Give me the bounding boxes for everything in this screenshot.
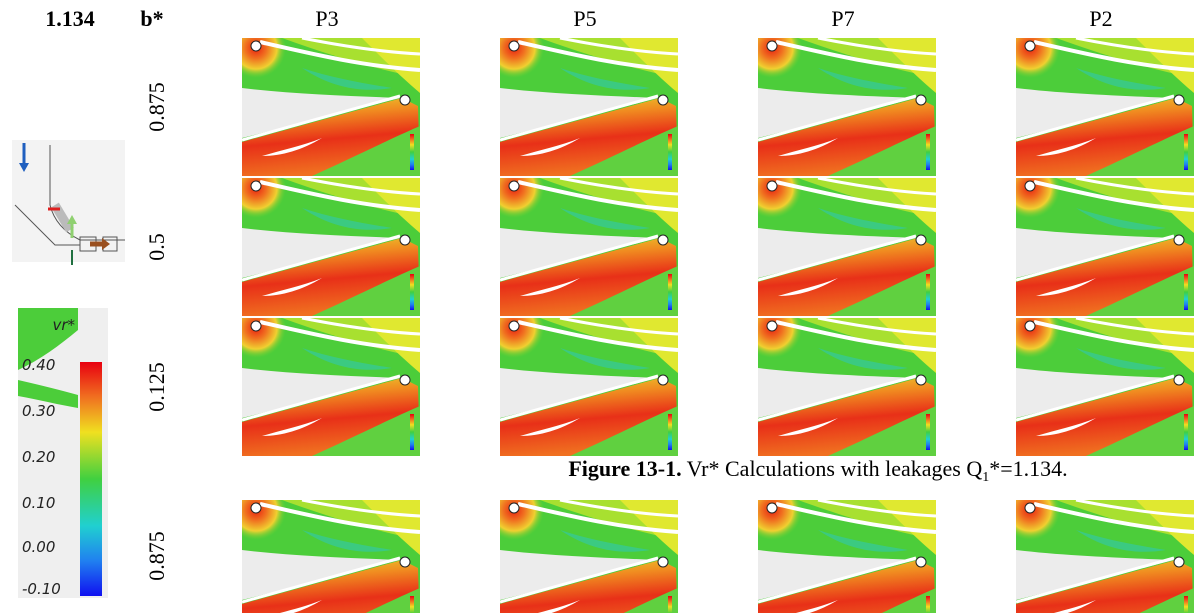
contour-image	[742, 18, 936, 176]
contour-panel	[226, 480, 420, 613]
contour-panel	[742, 480, 936, 613]
schematic	[12, 140, 125, 265]
contour-panel	[484, 18, 678, 176]
contour-panel	[1000, 18, 1194, 176]
contour-panel	[226, 158, 420, 316]
contour-panel	[484, 480, 678, 613]
caption-text: Vr* Calculations with leakages Q	[687, 456, 983, 481]
contour-panel	[226, 18, 420, 176]
contour-image	[1000, 480, 1194, 613]
column-header: P3	[315, 6, 338, 31]
contour-panel	[742, 158, 936, 316]
contour-panel	[484, 298, 678, 456]
contour-image	[226, 18, 420, 176]
legend-title: vr*	[52, 316, 75, 334]
caption-label: Figure 13-1.	[568, 456, 681, 481]
contour-panel	[1000, 158, 1194, 316]
row-label: 0.125	[144, 362, 169, 412]
caption: Figure 13-1.Vr* Calculations with leakag…	[568, 456, 1067, 485]
contour-image	[484, 480, 678, 613]
contour-image	[226, 298, 420, 456]
b-label: b*	[140, 6, 163, 31]
contour-panel	[226, 298, 420, 456]
row-label: 0.875	[144, 82, 169, 132]
contour-image	[484, 158, 678, 316]
contour-image	[226, 480, 420, 613]
contour-image	[1000, 298, 1194, 456]
caption-subscript: 1	[982, 470, 989, 485]
value-label: 1.134	[45, 6, 95, 31]
legend-tick: 0.00	[22, 538, 55, 556]
row-label: 0.5	[144, 233, 169, 261]
column-header: P7	[831, 6, 854, 31]
contour-panel	[742, 18, 936, 176]
contour-image	[742, 158, 936, 316]
contour-image	[484, 18, 678, 176]
legend-tick: 0.30	[22, 402, 55, 420]
contour-image	[742, 298, 936, 456]
contour-panel	[1000, 298, 1194, 456]
legend-tick: 0.10	[22, 494, 55, 512]
contour-image	[484, 298, 678, 456]
column-header: P2	[1089, 6, 1112, 31]
row-label: 0.875	[144, 531, 169, 581]
contour-panel	[742, 298, 936, 456]
caption-text-end: *=1.134.	[989, 456, 1067, 481]
legend-tick: 0.20	[22, 448, 55, 466]
contour-image	[1000, 18, 1194, 176]
legend-tick: -0.10	[22, 580, 61, 598]
contour-panel	[484, 158, 678, 316]
column-header: P5	[573, 6, 596, 31]
contour-image	[226, 158, 420, 316]
page: 1.134 b* vr* Figure 13-1.Vr* Calculation…	[0, 0, 1194, 613]
contour-image	[742, 480, 936, 613]
contour-panel	[1000, 480, 1194, 613]
contour-image	[1000, 158, 1194, 316]
legend-tick: 0.40	[22, 356, 55, 374]
